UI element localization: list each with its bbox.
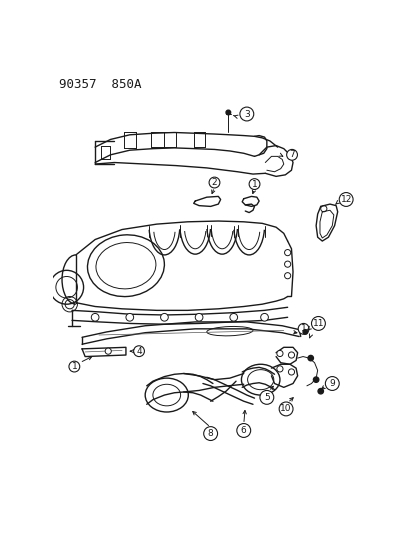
Circle shape: [311, 317, 325, 330]
Circle shape: [284, 261, 290, 267]
Text: 10: 10: [280, 405, 291, 414]
Circle shape: [105, 348, 111, 354]
Circle shape: [236, 424, 250, 438]
Text: 1: 1: [71, 362, 77, 371]
Circle shape: [284, 273, 290, 279]
Circle shape: [239, 107, 253, 121]
Circle shape: [225, 110, 230, 115]
Circle shape: [317, 389, 323, 394]
Text: 4: 4: [136, 346, 142, 356]
Circle shape: [284, 249, 290, 256]
Text: 11: 11: [312, 319, 323, 328]
Text: 3: 3: [243, 109, 249, 118]
Text: 1: 1: [251, 180, 257, 189]
Circle shape: [288, 369, 294, 375]
Circle shape: [278, 402, 292, 416]
Circle shape: [126, 313, 133, 321]
Circle shape: [276, 366, 282, 372]
Circle shape: [313, 377, 318, 382]
Circle shape: [338, 192, 352, 206]
Circle shape: [276, 350, 282, 357]
Text: 12: 12: [339, 195, 351, 204]
Circle shape: [325, 377, 338, 391]
Circle shape: [203, 426, 217, 440]
Text: 90357  850A: 90357 850A: [59, 78, 141, 91]
Circle shape: [91, 313, 99, 321]
Text: 9: 9: [329, 379, 335, 388]
Text: 6: 6: [240, 426, 246, 435]
Text: 5: 5: [263, 393, 269, 402]
Text: 7: 7: [288, 150, 294, 159]
Text: 8: 8: [207, 429, 213, 438]
Text: 2: 2: [211, 178, 217, 187]
Circle shape: [195, 313, 202, 321]
Circle shape: [260, 313, 268, 321]
Circle shape: [160, 313, 168, 321]
Circle shape: [302, 329, 307, 334]
Circle shape: [229, 313, 237, 321]
Circle shape: [288, 352, 294, 358]
Circle shape: [259, 391, 273, 405]
Text: 1: 1: [300, 325, 306, 333]
Circle shape: [307, 356, 313, 361]
